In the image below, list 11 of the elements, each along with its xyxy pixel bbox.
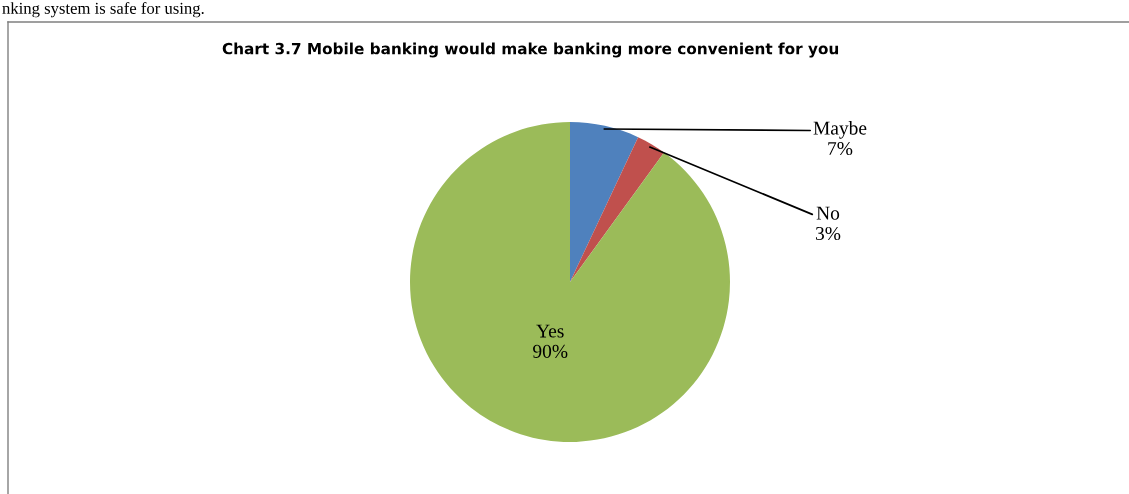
slice-label: Yes bbox=[536, 324, 564, 338]
chart-title: Chart 3.7 Mobile banking would make banking more convenient for you bbox=[222, 42, 839, 58]
text: nking system is safe for using. bbox=[2, 2, 204, 18]
pie-slice bbox=[570, 122, 639, 282]
slice-label: Maybe bbox=[813, 120, 867, 139]
pie-slice bbox=[410, 122, 730, 442]
data-label: 90% bbox=[533, 344, 568, 358]
slice-label: No bbox=[816, 206, 840, 220]
data-label: 3% bbox=[815, 226, 841, 241]
pie-slice bbox=[570, 137, 665, 282]
data-label: 7% bbox=[828, 141, 853, 156]
